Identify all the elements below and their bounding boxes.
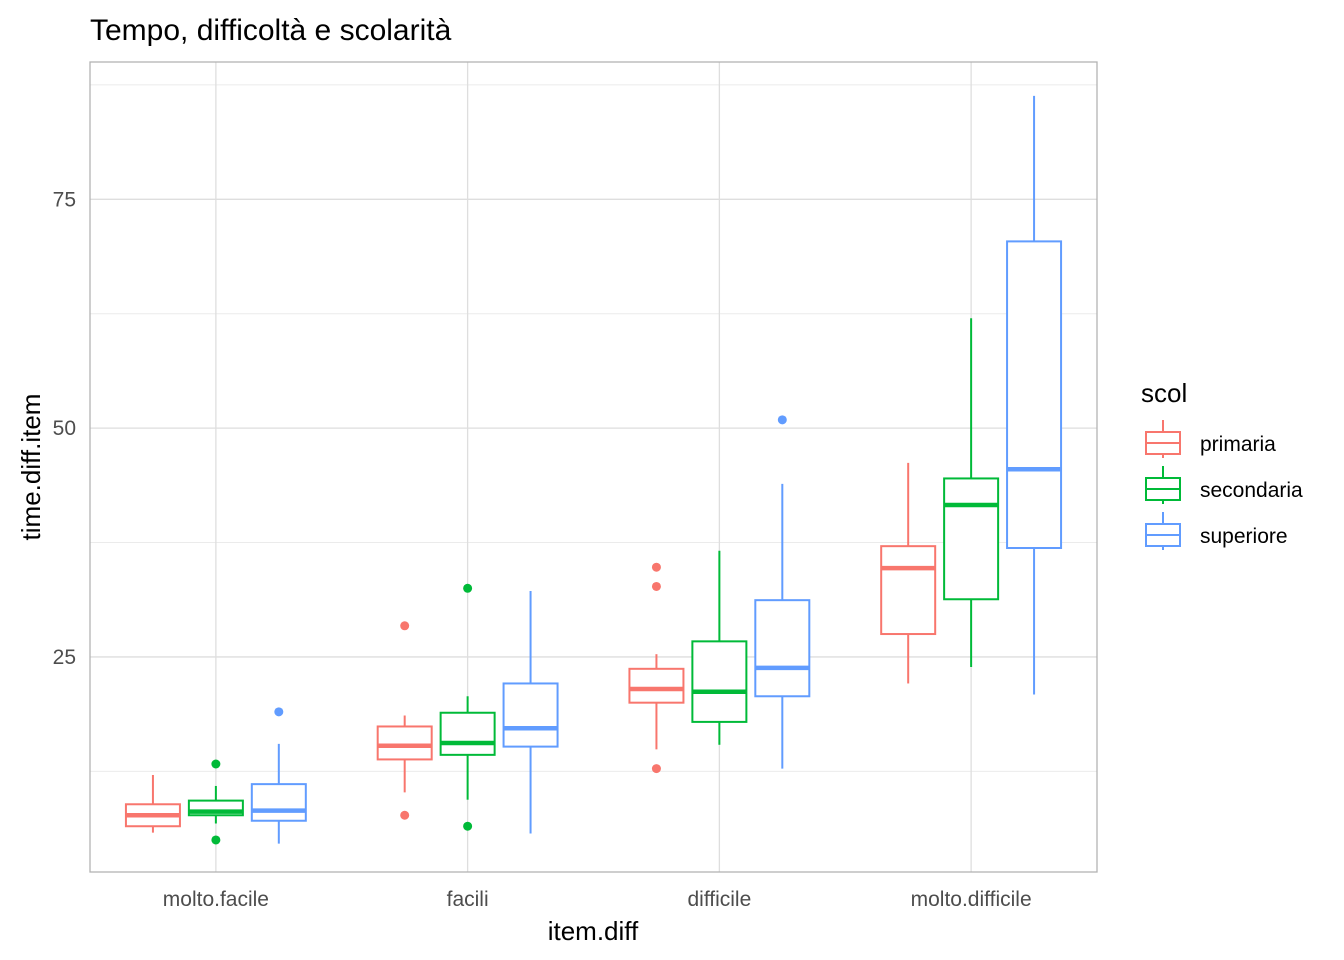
box-primaria-facili [376,621,433,820]
outlier-point [400,621,410,631]
box-iqr [1006,240,1063,549]
box-secondaria-difficile [691,550,748,745]
box-primaria-molto.difficile [880,462,937,684]
outlier-point [651,581,661,591]
outlier-point [400,810,410,820]
outlier-point [651,562,661,572]
legend-item-primaria: primaria [1145,420,1276,458]
box-superiore-facili [502,591,559,834]
outlier-point [274,707,284,717]
x-tick-label: facili [447,888,489,911]
legend-item-superiore: superiore [1145,512,1288,550]
outlier-point [211,835,221,845]
x-axis-title: item.diff [548,916,639,946]
x-tick-label: molto.facile [163,888,269,911]
y-tick-label: 75 [53,188,76,211]
box-superiore-molto.facile [250,707,307,844]
y-axis-title: time.diff.item [16,394,46,541]
outlier-point [463,821,473,831]
y-axis-ticks: 25 50 75 [53,188,76,669]
legend-label: secondaria [1200,479,1303,502]
box-iqr [628,667,685,704]
plot-panel-background [90,62,1097,872]
x-tick-label: difficile [687,888,751,911]
legend-title: scol [1141,378,1187,408]
box-secondaria-molto.difficile [943,318,1000,667]
box-primaria-difficile [628,562,685,774]
box-layer [124,95,1063,845]
box-secondaria-facili [439,583,496,831]
box-iqr [502,682,559,748]
outlier-point [651,764,661,774]
box-iqr [376,725,433,761]
box-iqr [943,477,1000,601]
box-iqr [691,640,748,723]
y-tick-label: 25 [53,646,76,669]
box-iqr [880,545,937,636]
x-tick-label: molto.difficile [911,888,1032,911]
legend-label: superiore [1200,525,1288,548]
chart-title: Tempo, difficoltà e scolarità [90,14,452,47]
outlier-point [463,583,473,593]
outlier-point [211,759,221,769]
box-secondaria-molto.facile [187,759,244,845]
legend-items: primaria secondaria superiore [1145,420,1303,550]
plot-panel-border [89,61,1098,873]
box-iqr [754,599,811,698]
box-superiore-molto.difficile [1006,95,1063,695]
box-iqr [439,711,496,756]
box-primaria-molto.facile [124,774,181,833]
box-superiore-difficile [754,415,811,769]
legend: scol primaria secondaria superiore [1141,378,1303,550]
legend-item-secondaria: secondaria [1145,466,1303,504]
box-iqr [250,783,307,822]
outlier-point [777,415,787,425]
x-axis-ticks: molto.facile facili difficile molto.diffici… [163,888,1032,911]
legend-label: primaria [1200,433,1276,456]
y-tick-label: 50 [53,417,76,440]
